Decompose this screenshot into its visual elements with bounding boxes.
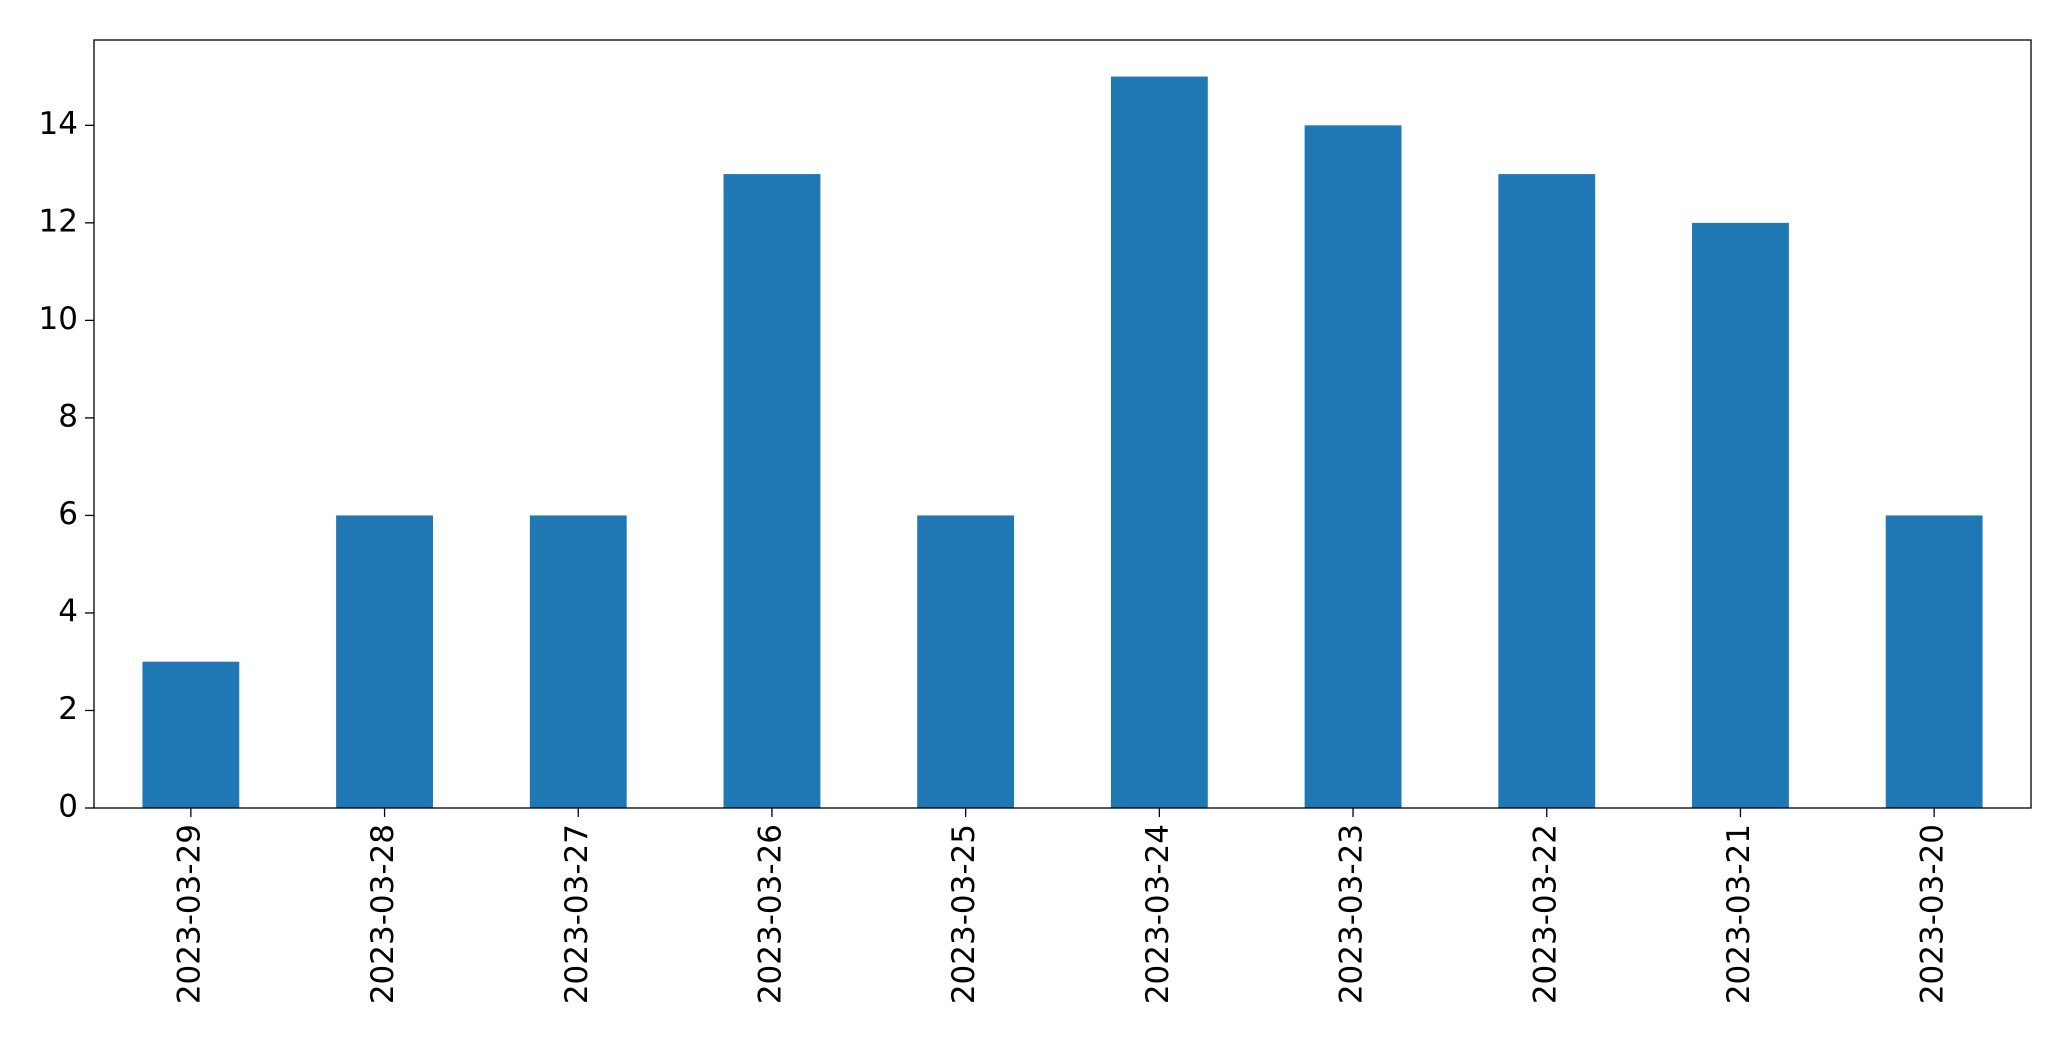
x-tick-label: 2023-03-29 xyxy=(171,824,207,1004)
x-tick-label: 2023-03-27 xyxy=(559,824,595,1004)
bar xyxy=(1110,76,1208,809)
bar xyxy=(1885,515,1983,808)
y-tick-label: 12 xyxy=(39,203,78,239)
bar xyxy=(917,515,1015,808)
y-tick-label: 8 xyxy=(58,398,78,434)
x-tick-label: 2023-03-28 xyxy=(365,824,401,1004)
x-tick-label: 2023-03-23 xyxy=(1334,824,1370,1004)
bar xyxy=(529,515,627,808)
y-tick-label: 10 xyxy=(39,301,78,337)
y-tick-label: 14 xyxy=(39,106,78,142)
x-tick-label: 2023-03-25 xyxy=(946,824,982,1004)
y-tick-label: 6 xyxy=(58,496,78,532)
bar xyxy=(142,661,240,808)
x-tick-label: 2023-03-21 xyxy=(1721,824,1757,1004)
x-tick-label: 2023-03-22 xyxy=(1527,824,1563,1004)
bar xyxy=(336,515,433,808)
bar xyxy=(1304,125,1402,809)
bar xyxy=(1692,222,1789,808)
y-tick-label: 4 xyxy=(58,593,78,629)
plot-frame xyxy=(93,39,2032,809)
x-tick-label: 2023-03-26 xyxy=(752,824,788,1004)
y-tick-label: 0 xyxy=(58,789,78,825)
x-tick-label: 2023-03-24 xyxy=(1140,824,1176,1004)
y-tick-label: 2 xyxy=(58,691,78,727)
bar xyxy=(1498,174,1596,809)
x-tick-label: 2023-03-20 xyxy=(1915,824,1951,1004)
bar xyxy=(723,174,821,809)
